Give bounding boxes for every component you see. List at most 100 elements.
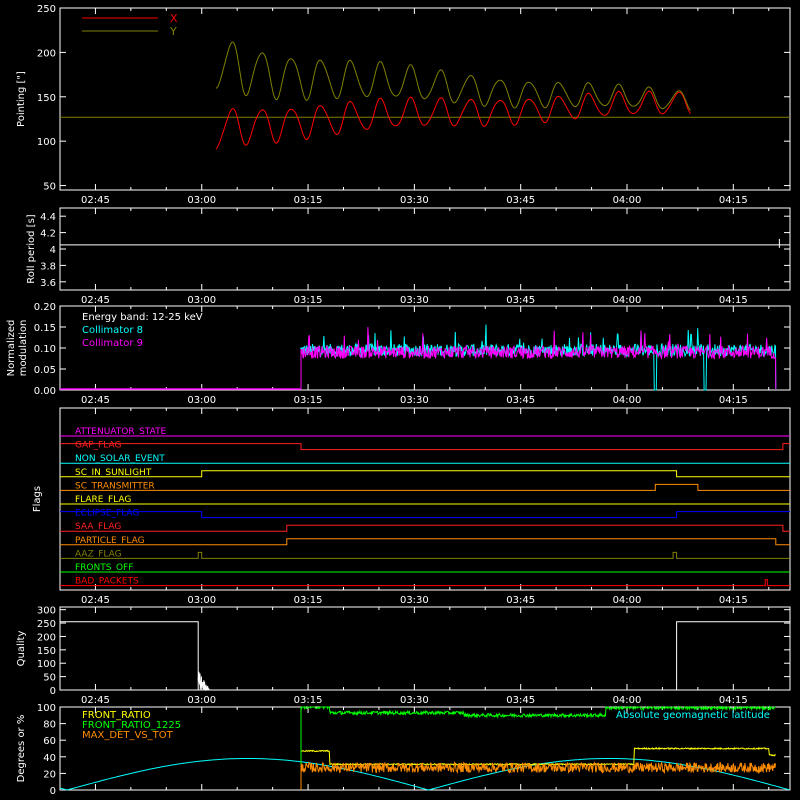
flag-label: SC_IN_SUNLIGHT — [75, 468, 152, 478]
legend-label-absolute-geomagnetic-latitude: Absolute geomagnetic latitude — [616, 710, 770, 721]
panel-3: 02:45 03:00 03:15 03:30 03:45 04:00 04:15 0.00 0… — [6, 302, 791, 406]
panel-2: 02:45 03:00 03:15 03:30 03:45 04:00 04:15 3.6 3.… — [26, 207, 791, 306]
flag-label: NON_SOLAR_EVENT — [75, 454, 165, 464]
x-tick-label: 04:00 — [613, 395, 642, 406]
x-tick-label: 03:00 — [187, 295, 216, 306]
y-axis-label: Quality — [16, 631, 27, 667]
legend-label-front-ratio: FRONT_RATIO — [82, 710, 151, 721]
legend-label-max-det-vs-tot: MAX_DET_VS_TOT — [82, 730, 174, 741]
flag-label: PARTICLE_FLAG — [75, 536, 145, 546]
x-tick-label: 03:00 — [187, 195, 216, 206]
panel-4: 02:45 03:00 03:15 03:30 03:45 04:00 04:15 Flags… — [32, 407, 791, 606]
x-tick-label: 02:45 — [81, 595, 110, 606]
x-tick-label: 02:45 — [81, 195, 110, 206]
panel-5-frame — [59, 606, 791, 691]
y-axis-label-line1: Normalized — [6, 320, 17, 377]
y-tick-label: 0 — [50, 786, 56, 797]
x-tick-label: 03:15 — [294, 595, 323, 606]
x-tick-label: 04:15 — [719, 195, 748, 206]
y-tick-label: 50 — [43, 182, 56, 193]
x-tick-label: 04:15 — [719, 695, 748, 706]
flag-label: FRONTS_OFF — [75, 563, 133, 573]
y-tick-label: 250 — [37, 4, 56, 15]
panel-1-frame — [59, 7, 791, 191]
flag-bad-packets-line — [60, 579, 790, 587]
y-tick-label: 150 — [37, 646, 56, 657]
flag-label: GAP_FLAG — [75, 441, 121, 451]
x-tick-label: 03:30 — [400, 395, 429, 406]
y-tick-label: 200 — [37, 48, 56, 59]
x-tick-label: 04:00 — [613, 195, 642, 206]
x-tick-label: 03:00 — [187, 595, 216, 606]
flag-particle-flag-line — [60, 538, 790, 546]
legend-label-collimator-8: Collimator 8 — [82, 325, 143, 336]
y-tick-label: 3.8 — [40, 261, 56, 272]
flag-label: SC_TRANSMITTER — [75, 481, 155, 491]
flag-gap-flag-line — [60, 443, 790, 451]
quality-decay — [197, 671, 210, 692]
y-tick-label: 100 — [37, 659, 56, 670]
legend-label-collimator-9: Collimator 9 — [82, 338, 143, 349]
y-tick-label: 0.20 — [34, 302, 56, 313]
y-tick-label: 300 — [37, 606, 56, 617]
quality-segment-1 — [60, 621, 199, 690]
flag-label: SAA_FLAG — [75, 522, 121, 532]
flag-label: ATTENUATOR_STATE — [75, 427, 167, 437]
x-tick-label: 03:30 — [400, 595, 429, 606]
flag-eclipse-flag-line — [60, 511, 790, 519]
flag-label: BAD_PACKETS — [75, 577, 139, 587]
x-tick-label: 03:00 — [187, 695, 216, 706]
panel-6: 0 20 40 60 80 100 Degrees or % FRONT_RATIOFRONT… — [16, 703, 791, 797]
panel-4-frame — [59, 407, 791, 591]
y-tick-label: 250 — [37, 619, 56, 630]
flag-label: FLARE_FLAG — [75, 495, 131, 505]
x-tick-label: 04:15 — [719, 595, 748, 606]
panel-2-frame — [59, 207, 791, 291]
y-tick-label: 50 — [43, 673, 56, 684]
x-tick-label: 03:45 — [506, 695, 535, 706]
x-tick-label: 03:15 — [294, 295, 323, 306]
y-tick-label: 0 — [50, 686, 56, 697]
y-tick-label: 150 — [37, 93, 56, 104]
y-tick-label: 200 — [37, 632, 56, 643]
x-tick-label: 03:00 — [187, 395, 216, 406]
x-tick-label: 03:15 — [294, 195, 323, 206]
y-tick-label: 3.6 — [40, 278, 56, 289]
x-tick-label: 03:45 — [506, 195, 535, 206]
series-x-line — [215, 90, 691, 150]
panel-6-frame — [59, 706, 791, 791]
y-axis-label: Roll period [s] — [26, 214, 37, 283]
flag-aaz-flag-line — [60, 551, 790, 559]
y-tick-label: 80 — [43, 720, 56, 731]
y-tick-label: 60 — [43, 736, 56, 747]
series-max-det-vs-tot-line — [300, 760, 776, 790]
y-tick-label: 40 — [43, 753, 56, 764]
y-tick-label: 100 — [37, 703, 56, 714]
x-tick-label: 04:00 — [613, 695, 642, 706]
series-y-line — [215, 41, 691, 111]
series-collimator-9-line — [300, 326, 777, 390]
x-tick-label: 02:45 — [81, 695, 110, 706]
legend-label-y: Y — [169, 25, 177, 38]
y-tick-label: 0.00 — [34, 386, 56, 397]
flag-sc-in-sunlight-line — [60, 470, 790, 478]
x-tick-label: 03:15 — [294, 695, 323, 706]
x-tick-label: 03:45 — [506, 595, 535, 606]
series-collimator-8-line — [300, 324, 777, 391]
y-tick-label: 0.05 — [34, 365, 56, 376]
x-tick-label: 04:00 — [613, 595, 642, 606]
x-tick-label: 02:45 — [81, 295, 110, 306]
flag-label: AAZ_FLAG — [75, 549, 122, 559]
y-tick-label: 4 — [50, 245, 56, 256]
quality-segment-2 — [198, 621, 790, 691]
x-tick-label: 03:30 — [400, 695, 429, 706]
energy-band-annotation: Energy band: 12-25 keV — [82, 312, 203, 323]
legend-label-x: X — [170, 12, 178, 25]
y-tick-label: 100 — [37, 137, 56, 148]
y-tick-label: 4.4 — [40, 212, 56, 223]
x-tick-label: 03:30 — [400, 295, 429, 306]
y-tick-label: 0.15 — [34, 323, 56, 334]
legend-label-front-ratio-1225: FRONT_RATIO_1225 — [82, 720, 181, 731]
x-tick-label: 02:45 — [81, 395, 110, 406]
x-tick-label: 03:15 — [294, 395, 323, 406]
